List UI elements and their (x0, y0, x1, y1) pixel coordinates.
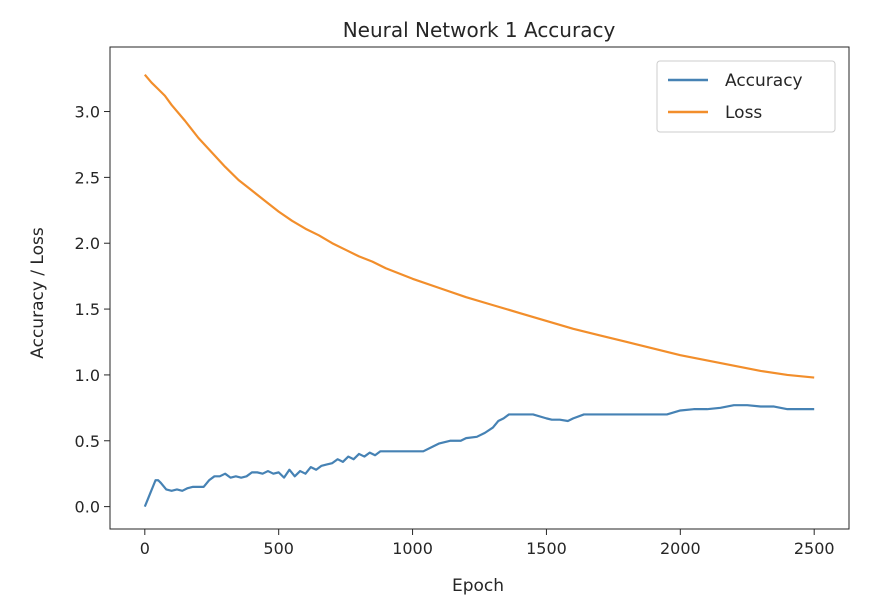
x-axis: 0 500 1000 1500 2000 2500 (140, 529, 835, 558)
series-layer (143, 73, 815, 508)
y-axis-label: Accuracy / Loss (28, 227, 48, 359)
x-tick-label: 2500 (794, 539, 835, 558)
y-tick-label: 1.5 (75, 300, 100, 319)
x-axis-label: Epoch (452, 576, 504, 596)
plot-area (109, 46, 850, 530)
legend-loss-label: Loss (725, 103, 762, 123)
series-accuracy (143, 404, 815, 508)
legend: Accuracy Loss (656, 60, 836, 133)
x-tick-label: 500 (263, 539, 294, 558)
series-loss (143, 73, 815, 379)
x-tick-label: 1500 (526, 539, 567, 558)
y-tick-label: 0.0 (75, 498, 100, 517)
y-tick-label: 3.0 (75, 103, 100, 122)
y-tick-label: 1.0 (75, 366, 100, 385)
series-line-loss (143, 73, 815, 379)
x-tick-label: 2000 (660, 539, 701, 558)
y-axis: 0.0 0.5 1.0 1.5 2.0 2.5 3.0 (75, 103, 110, 517)
x-tick-label: 0 (140, 539, 150, 558)
plot-frame (109, 46, 850, 530)
y-tick-label: 2.0 (75, 234, 100, 253)
x-tick-label: 1000 (392, 539, 433, 558)
chart-title: Neural Network 1 Accuracy (343, 18, 616, 42)
series-line-accuracy (143, 404, 815, 508)
y-tick-label: 2.5 (75, 168, 100, 187)
legend-accuracy-label: Accuracy (725, 71, 803, 91)
y-tick-label: 0.5 (75, 432, 100, 451)
